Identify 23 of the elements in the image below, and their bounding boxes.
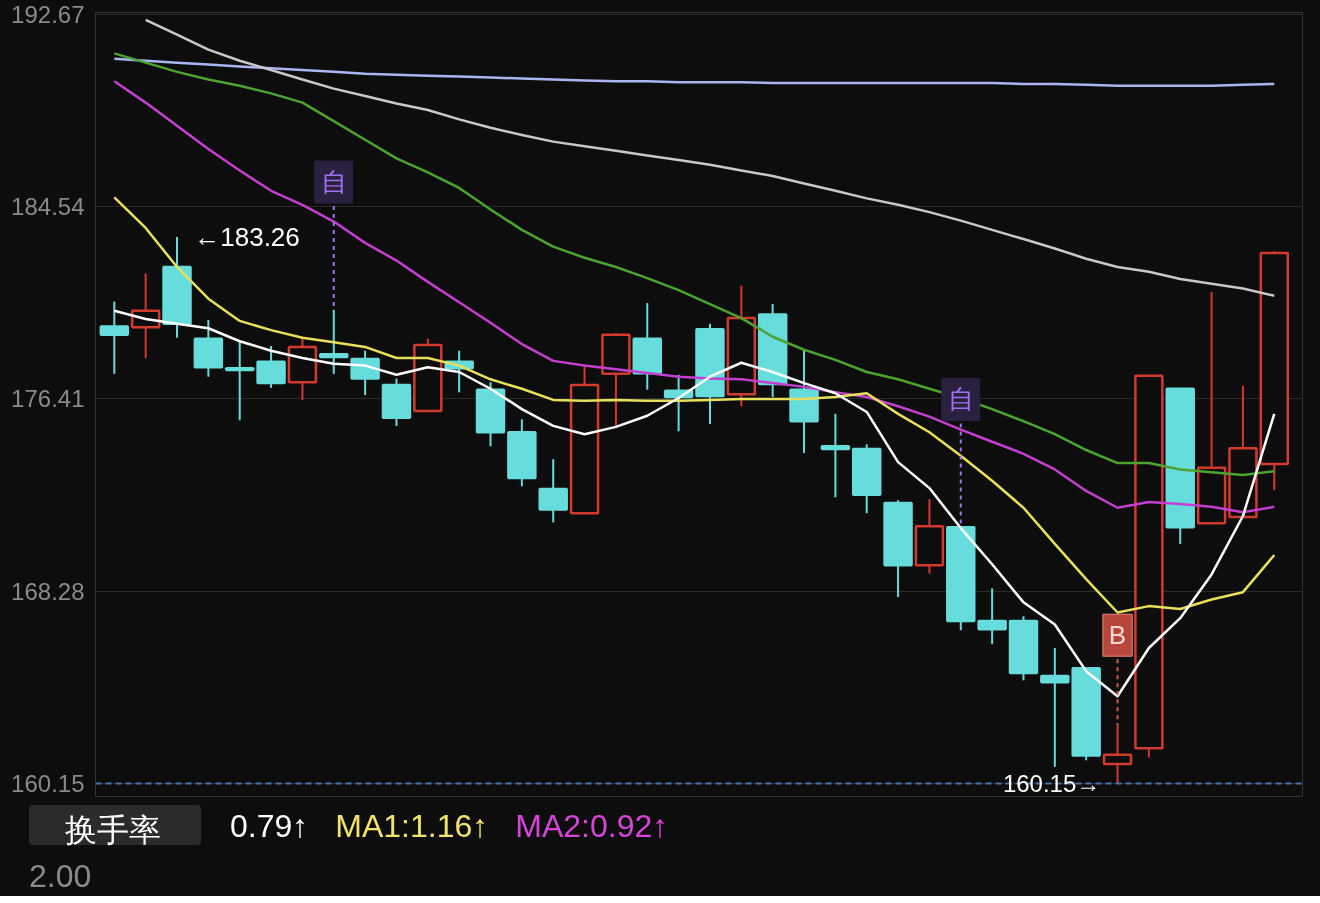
candlestick bbox=[820, 412, 851, 499]
annotation: 自 bbox=[320, 167, 347, 198]
text: 2.00 bbox=[29, 857, 92, 896]
line-series bbox=[144, 18, 1276, 298]
candlestick bbox=[99, 300, 130, 375]
line-series bbox=[113, 309, 1276, 698]
y-tick-label: 184.54 bbox=[11, 193, 85, 221]
candlestick bbox=[224, 341, 255, 422]
text: 换手率 bbox=[65, 811, 161, 850]
annotation: 自 bbox=[947, 384, 974, 415]
candlestick bbox=[977, 587, 1007, 646]
text: MA2:0.92↑ bbox=[515, 807, 669, 846]
y-tick-label: 192.67 bbox=[11, 0, 85, 28]
line-series bbox=[113, 196, 1276, 614]
ref-line-label: 160.15→ bbox=[1002, 769, 1101, 797]
y-tick-label: 176.41 bbox=[11, 385, 85, 413]
y-tick-label: 160.15 bbox=[11, 769, 85, 797]
text: 0.79↑ bbox=[230, 807, 309, 846]
line-series bbox=[113, 57, 1276, 88]
annotation: ←183.26 bbox=[194, 221, 300, 252]
annotation: B bbox=[1108, 620, 1127, 651]
y-tick-label: 168.28 bbox=[11, 577, 85, 605]
text: MA1:1.16↑ bbox=[335, 807, 489, 846]
